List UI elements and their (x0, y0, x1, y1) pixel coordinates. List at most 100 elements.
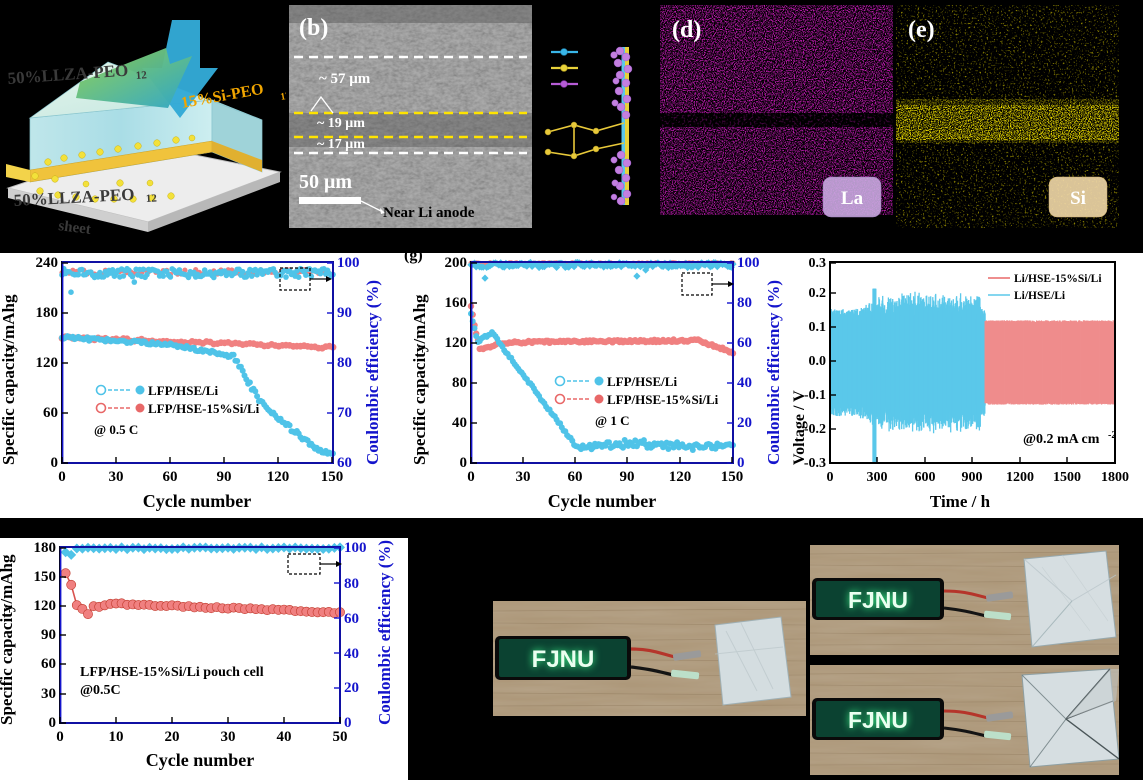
svg-text:Specific capacity/mAhg: Specific capacity/mAhg (410, 294, 429, 465)
svg-text:0.1: 0.1 (809, 320, 827, 335)
svg-text:60: 60 (568, 469, 583, 485)
svg-text:Specific capacity/mAhg: Specific capacity/mAhg (0, 294, 18, 465)
svg-text:12: 12 (146, 192, 158, 205)
svg-text:180: 180 (34, 540, 57, 556)
svg-text:LFP/HSE-15%Si/Li: LFP/HSE-15%Si/Li (148, 401, 260, 416)
svg-text:20: 20 (344, 680, 359, 696)
svg-text:~ 19 μm: ~ 19 μm (317, 116, 365, 131)
svg-text:~ 17 μm: ~ 17 μm (317, 137, 365, 152)
svg-text:40: 40 (452, 415, 467, 431)
svg-text:1800: 1800 (1101, 470, 1129, 485)
svg-text:Coulombic efficiency (%): Coulombic efficiency (%) (375, 540, 394, 725)
svg-text:90: 90 (217, 469, 232, 485)
svg-text:-2: -2 (1108, 430, 1116, 441)
svg-text:(d): (d) (672, 17, 701, 43)
svg-text:100: 100 (737, 255, 760, 271)
svg-text:Li/HSE-15%Si/Li: Li/HSE-15%Si/Li (1014, 273, 1102, 285)
svg-text:60: 60 (344, 611, 359, 627)
svg-text:160: 160 (445, 295, 468, 311)
svg-text:120: 120 (445, 335, 468, 351)
svg-text:FJNU: FJNU (848, 587, 908, 613)
svg-text:LFP/HSE-15%Si/Li: LFP/HSE-15%Si/Li (607, 392, 719, 407)
svg-text:La: La (841, 188, 864, 209)
svg-text:100: 100 (344, 540, 367, 556)
svg-text:900: 900 (962, 470, 983, 485)
svg-text:1200: 1200 (1006, 470, 1034, 485)
svg-text:@0.2 mA cm: @0.2 mA cm (1023, 432, 1100, 447)
svg-text:30: 30 (221, 729, 236, 745)
svg-text:300: 300 (867, 470, 888, 485)
svg-text:0.3: 0.3 (809, 256, 827, 271)
svg-text:-1: -1 (416, 344, 428, 353)
svg-text:180: 180 (36, 305, 59, 321)
svg-text:Cycle number: Cycle number (548, 491, 656, 511)
svg-text:120: 120 (669, 469, 692, 485)
svg-text:FJNU: FJNU (532, 646, 595, 673)
svg-text:30: 30 (516, 469, 531, 485)
svg-text:50 μm: 50 μm (299, 171, 352, 193)
svg-text:90: 90 (620, 469, 635, 485)
svg-text:12: 12 (135, 69, 147, 82)
svg-text:20: 20 (737, 415, 752, 431)
svg-text:90: 90 (337, 305, 352, 321)
svg-text:40: 40 (737, 375, 752, 391)
svg-text:40: 40 (277, 729, 292, 745)
svg-text:Li/HSE/Li: Li/HSE/Li (1014, 290, 1066, 302)
svg-text:LFP/HSE/Li: LFP/HSE/Li (148, 383, 218, 398)
svg-text:@ 0.5 C: @ 0.5 C (94, 422, 138, 437)
svg-text:Coulombic efficiency (%): Coulombic efficiency (%) (764, 280, 783, 465)
svg-text:-1: -1 (5, 344, 17, 353)
svg-text:-1: -1 (3, 604, 15, 613)
svg-text:150: 150 (321, 469, 344, 485)
svg-text:12: 12 (280, 90, 286, 103)
svg-text:(g): (g) (404, 253, 423, 264)
svg-text:@0.5C: @0.5C (80, 683, 121, 698)
svg-text:90: 90 (41, 627, 56, 643)
svg-text:20: 20 (165, 729, 180, 745)
svg-text:150: 150 (34, 569, 57, 585)
svg-text:100: 100 (337, 255, 360, 271)
svg-text:(b): (b) (299, 15, 328, 41)
svg-text:50: 50 (333, 729, 348, 745)
svg-text:0: 0 (58, 469, 66, 485)
svg-text:1500: 1500 (1053, 470, 1081, 485)
svg-text:200: 200 (445, 255, 468, 271)
svg-text:Near Li anode: Near Li anode (383, 205, 475, 221)
svg-text:Voltage / V: Voltage / V (791, 390, 808, 465)
svg-text:120: 120 (36, 355, 59, 371)
svg-text:Si: Si (1070, 188, 1086, 209)
svg-text:60: 60 (41, 656, 56, 672)
svg-text:LFP/HSE-15%Si/Li pouch cell: LFP/HSE-15%Si/Li pouch cell (80, 665, 264, 680)
svg-text:LFP/HSE/Li: LFP/HSE/Li (607, 374, 677, 389)
svg-text:Coulombic efficiency (%): Coulombic efficiency (%) (363, 280, 382, 465)
svg-text:0: 0 (49, 715, 57, 731)
svg-text:sheet: sheet (58, 218, 92, 237)
svg-text:600: 600 (915, 470, 936, 485)
svg-text:80: 80 (337, 355, 352, 371)
svg-text:Specific capacity/mAhg: Specific capacity/mAhg (0, 554, 16, 725)
svg-text:0: 0 (51, 455, 59, 471)
svg-text:0.2: 0.2 (809, 286, 827, 301)
svg-text:80: 80 (452, 375, 467, 391)
svg-text:0: 0 (56, 729, 64, 745)
svg-text:FJNU: FJNU (848, 707, 908, 733)
svg-text:10: 10 (109, 729, 124, 745)
svg-text:~ 57 μm: ~ 57 μm (319, 71, 371, 87)
svg-text:0: 0 (460, 455, 468, 471)
svg-text:40: 40 (344, 646, 359, 662)
svg-text:0: 0 (467, 469, 475, 485)
svg-text:80: 80 (344, 576, 359, 592)
svg-text:0: 0 (827, 470, 834, 485)
svg-text:Time / h: Time / h (930, 492, 991, 511)
svg-text:240: 240 (36, 255, 59, 271)
svg-text:(e): (e) (908, 17, 935, 43)
svg-text:70: 70 (337, 405, 352, 421)
svg-text:0.0: 0.0 (809, 354, 827, 369)
svg-text:80: 80 (737, 295, 752, 311)
svg-text:Cycle number: Cycle number (143, 491, 251, 511)
svg-text:30: 30 (41, 686, 56, 702)
svg-text:@ 1 C: @ 1 C (595, 413, 629, 428)
svg-text:120: 120 (267, 469, 290, 485)
svg-text:60: 60 (163, 469, 178, 485)
svg-text:60: 60 (43, 405, 58, 421)
